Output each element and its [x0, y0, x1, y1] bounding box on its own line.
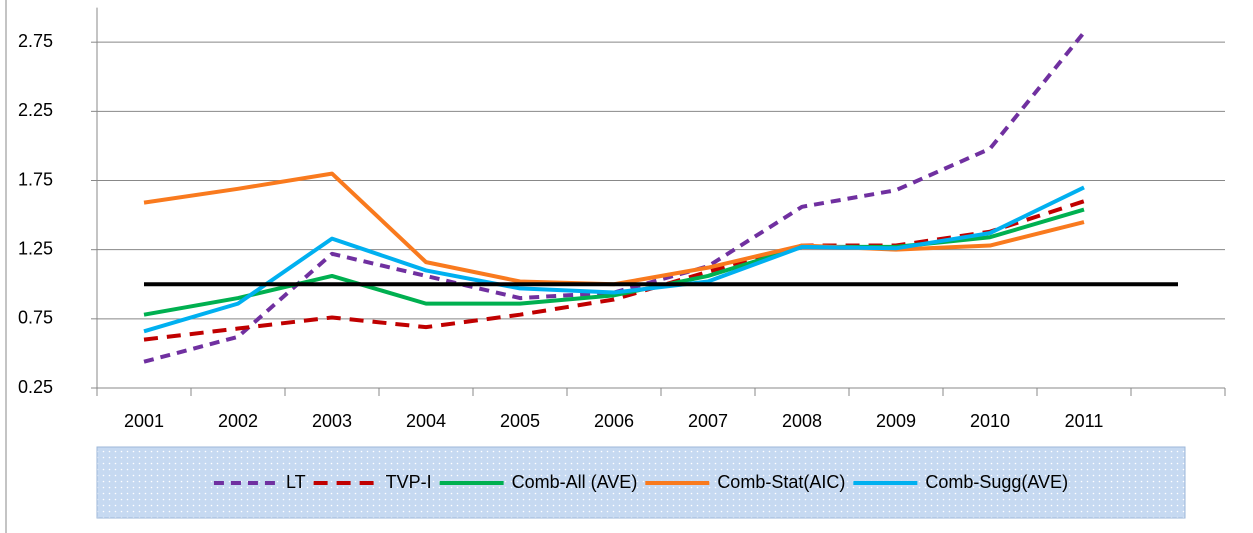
x-tick-label: 2006: [594, 411, 634, 431]
legend-label: LT: [286, 472, 306, 492]
x-tick-label: 2008: [782, 411, 822, 431]
x-tick-label: 2009: [876, 411, 916, 431]
series-line: [143, 171, 1085, 287]
x-tick-label: 2004: [406, 411, 446, 431]
y-tick-label: 1.25: [18, 238, 53, 258]
x-tick-label: 2011: [1065, 411, 1104, 431]
y-tick-label: 0.75: [18, 308, 53, 328]
y-tick-label: 2.75: [18, 31, 53, 51]
x-tick-label: 2002: [218, 411, 258, 431]
series-line: [143, 185, 1085, 334]
x-tick-label: 2005: [500, 411, 540, 431]
legend-label: TVP-I: [386, 472, 432, 492]
legend-label: Comb-Stat(AIC): [717, 472, 845, 492]
legend-label: Comb-All (AVE): [512, 472, 638, 492]
y-tick-label: 0.25: [18, 377, 53, 397]
x-tick-label: 2010: [970, 411, 1010, 431]
y-tick-label: 2.25: [18, 100, 53, 120]
series-line: [143, 31, 1086, 364]
legend-label: Comb-Sugg(AVE): [925, 472, 1068, 492]
y-tick-label: 1.75: [18, 169, 53, 189]
x-tick-label: 2007: [688, 411, 728, 431]
series-line: [143, 199, 1085, 342]
x-tick-label: 2001: [124, 411, 164, 431]
x-tick-label: 2003: [312, 411, 352, 431]
legend-box: [96, 446, 1186, 519]
